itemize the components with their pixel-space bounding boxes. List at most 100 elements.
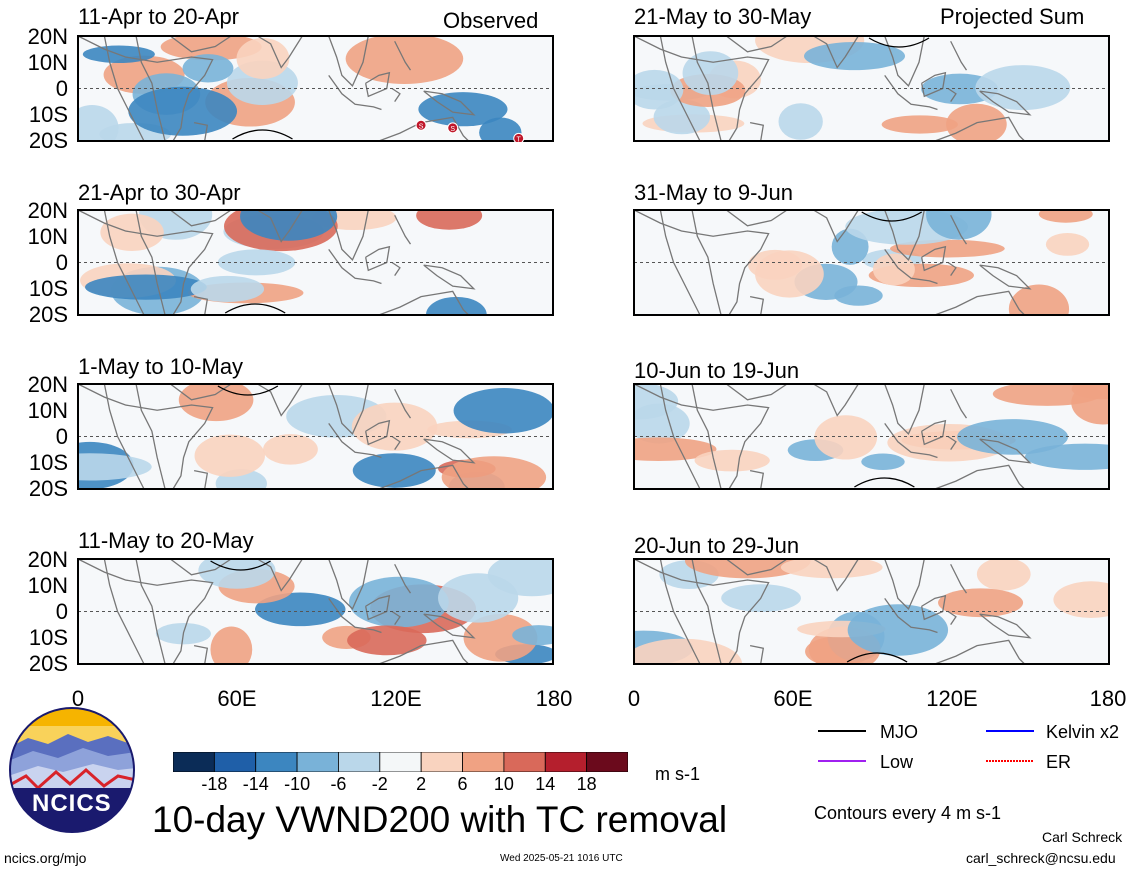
coastlines <box>633 383 1032 490</box>
panel-title-left-3: 1-May to 10-May <box>78 354 244 379</box>
tropical-cyclone-marker: S <box>415 119 427 131</box>
lat-label: 0 <box>55 424 68 449</box>
colorbar-swatch <box>420 752 463 772</box>
logo-text: NCICS <box>32 790 112 817</box>
legend-line-er <box>986 760 1034 762</box>
projected-sum-label: Projected Sum <box>940 4 1085 29</box>
colorbar-swatch <box>213 752 257 772</box>
figure-title: 10-day VWND200 with TC removal <box>152 799 728 840</box>
panel-title-left-1: 11-Apr to 20-Apr <box>78 4 240 29</box>
footer-email: carl_schreck@ncsu.edu <box>966 850 1116 866</box>
ncics-logo <box>9 707 135 833</box>
panel-frame <box>633 383 1110 490</box>
panel-title-right-4: 20-Jun to 29-Jun <box>634 533 800 558</box>
wind-anomaly-shading <box>634 559 1109 664</box>
lon-label: 60E <box>773 686 813 711</box>
map-panel-projected-2 <box>633 209 1110 316</box>
lon-label: 180 <box>1089 686 1127 711</box>
colorbar-units: m s-1 <box>655 764 700 784</box>
panel-title-left-4: 11-May to 20-May <box>78 528 254 553</box>
lon-label: 180 <box>535 686 573 711</box>
colorbar-tick-label: -14 <box>242 774 269 794</box>
lat-label: 10S <box>28 276 68 301</box>
footer-author: Carl Schreck <box>1042 829 1123 845</box>
legend-line-mjo <box>818 730 866 732</box>
colorbar-swatch <box>544 752 588 772</box>
lon-label: 60E <box>217 686 257 711</box>
mjo-contour <box>868 37 930 48</box>
mjo-contour <box>217 385 279 396</box>
map-panel-projected-1 <box>633 35 1110 142</box>
colorbar-tick-label: -6 <box>330 774 347 794</box>
footer-timestamp: Wed 2025-05-21 1016 UTC <box>500 853 623 864</box>
colorbar-swatch <box>338 752 381 772</box>
tropical-cyclone-marker: T <box>513 132 525 142</box>
lon-label: 0 <box>71 686 85 711</box>
lat-label: 10N <box>27 50 68 75</box>
lat-label: 10N <box>27 573 68 598</box>
panel-title-right-1: 21-May to 30-May <box>634 4 812 29</box>
mjo-contour <box>854 477 915 488</box>
legend-line-low <box>818 760 866 762</box>
mjo-contour <box>846 652 908 663</box>
colorbar-tick-label: 14 <box>535 774 556 794</box>
svg-text:S: S <box>450 126 455 133</box>
colorbar-tick-label: -2 <box>371 774 388 794</box>
lat-label: 10S <box>28 625 68 650</box>
mjo-contour <box>210 560 271 571</box>
coastlines <box>633 35 1032 142</box>
contour-note: Contours every 4 m s-1 <box>814 803 1002 823</box>
lat-label: 20S <box>28 651 68 676</box>
lat-label: 0 <box>55 250 68 275</box>
legend-label-kelvin: Kelvin x2 <box>1046 722 1120 742</box>
footer-url: ncics.org/mjo <box>4 850 87 866</box>
colorbar-tick-label: 6 <box>457 774 468 794</box>
map-panel-projected-4 <box>633 558 1110 665</box>
lat-label: 20N <box>27 372 68 397</box>
wind-anomaly-shading <box>634 384 1109 472</box>
observed-label: Observed <box>443 8 539 33</box>
panel-frame <box>633 35 1110 142</box>
colorbar-swatch <box>173 752 215 772</box>
lat-label: 20S <box>28 128 68 153</box>
svg-text:S: S <box>419 123 424 130</box>
lat-label: 10N <box>27 224 68 249</box>
coastlines <box>77 558 476 665</box>
legend-line-kelvin <box>986 730 1034 732</box>
lat-label: 20N <box>27 198 68 223</box>
colorbar-tick-label: -10 <box>284 774 311 794</box>
lat-label: 10S <box>28 102 68 127</box>
panel-frame <box>77 558 554 665</box>
coastlines <box>633 558 1032 665</box>
legend-label-low: Low <box>880 752 914 772</box>
panel-title-left-2: 21-Apr to 30-Apr <box>78 180 241 205</box>
lat-label: 20S <box>28 476 68 501</box>
mjo-contour <box>224 303 286 314</box>
lat-label: 20N <box>27 24 68 49</box>
panel-frame <box>77 383 554 490</box>
map-panel-observed-2 <box>77 209 554 316</box>
map-panel-observed-3 <box>77 383 554 490</box>
coastlines <box>633 209 1032 316</box>
colorbar-tick-label: -18 <box>201 774 228 794</box>
lon-label: 120E <box>926 686 978 711</box>
lat-label: 0 <box>55 76 68 101</box>
lat-label: 0 <box>55 599 68 624</box>
colorbar-tick-label: 2 <box>416 774 427 794</box>
colorbar-tick-label: 10 <box>493 774 514 794</box>
colorbar-swatch <box>296 752 339 772</box>
map-panel-observed-1: S S T <box>77 35 554 142</box>
mjo-contour <box>861 211 923 222</box>
colorbar-tick-label: 18 <box>576 774 597 794</box>
map-panel-observed-4 <box>77 558 554 665</box>
colorbar <box>173 752 628 772</box>
legend-label-er: ER <box>1046 752 1072 772</box>
panel-frame <box>77 35 554 142</box>
panel-title-right-3: 10-Jun to 19-Jun <box>634 358 800 383</box>
wind-anomaly-shading <box>78 36 522 141</box>
lat-label: 10S <box>28 450 68 475</box>
colorbar-swatch <box>503 752 546 772</box>
wind-anomaly-shading <box>78 384 553 489</box>
legend-label-mjo: MJO <box>880 722 918 742</box>
colorbar-swatch <box>586 752 628 772</box>
